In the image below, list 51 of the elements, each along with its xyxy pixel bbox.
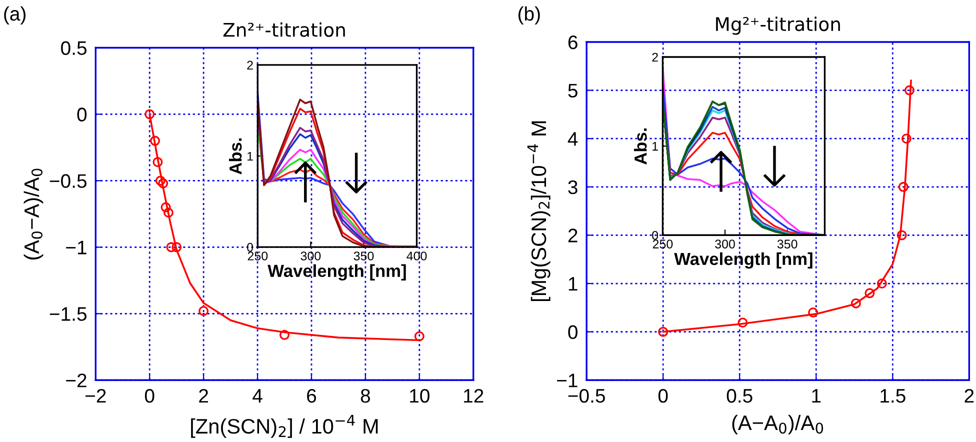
y-tick-label: 0.5 xyxy=(61,41,86,55)
y-tick-label: −1.5 xyxy=(50,307,86,321)
y-axis-title: Abs. xyxy=(228,138,242,174)
x-tick-label: 300 xyxy=(715,240,735,248)
x-axis-title: Wavelength [nm] xyxy=(674,252,812,269)
y-tick-label: 1 xyxy=(248,152,253,161)
x-tick-label: 0.5 xyxy=(726,388,752,403)
x-tick-label: −2 xyxy=(86,388,106,403)
x-tick-label: 400 xyxy=(406,252,427,260)
x-tick-label: 300 xyxy=(300,252,321,260)
x-tick-label: 6 xyxy=(307,388,316,403)
x-axis-title: (A−A$_{0}$)/A$_{0}$ xyxy=(732,414,824,434)
x-tick-label: 1.5 xyxy=(880,389,906,403)
x-tick-label: 2 xyxy=(199,388,208,403)
y-axis-title: Abs. xyxy=(634,128,647,164)
y-tick-label: 2 xyxy=(652,52,658,62)
y-tick-label: 2 xyxy=(247,60,253,70)
x-axis-title: [Zn(SCN)$_{2}$] / 10$^{−4}$ M xyxy=(191,414,378,438)
y-tick-label: −1 xyxy=(66,240,86,254)
y-tick-label: 1 xyxy=(652,142,658,151)
chart-title: Zn²⁺-titration xyxy=(223,22,345,37)
y-tick-label: 1 xyxy=(568,277,578,291)
y-tick-label: −2 xyxy=(66,374,86,388)
x-tick-label: 10 xyxy=(410,388,430,403)
y-tick-label: 0 xyxy=(652,230,658,240)
x-tick-label: 350 xyxy=(777,240,798,248)
x-tick-label: 2 xyxy=(964,388,974,403)
y-tick-label: 3 xyxy=(568,180,578,194)
y-tick-label: 4 xyxy=(568,132,578,146)
y-axis-title: (A$_{0}$−A)/A$_{0}$ xyxy=(24,168,44,260)
y-tick-label: 0 xyxy=(77,108,87,122)
x-tick-label: 12 xyxy=(464,388,484,403)
x-tick-label: 250 xyxy=(248,252,268,260)
y-tick-label: 6 xyxy=(568,35,578,50)
chart-title: Mg²⁺-titration xyxy=(716,16,840,35)
x-tick-label: 350 xyxy=(354,252,374,260)
y-tick-label: 5 xyxy=(568,84,578,98)
x-tick-label: 1 xyxy=(812,389,821,403)
y-tick-label: −1 xyxy=(557,374,578,388)
annotation: ↓ xyxy=(763,146,786,187)
x-tick-label: 8 xyxy=(360,388,370,403)
y-axis-title: [Mg(SCN)$_{2}$]/10$^{−4}$ M xyxy=(527,121,550,302)
text: (a) xyxy=(4,6,26,25)
x-axis-title: Wavelength [nm] xyxy=(268,264,406,281)
x-tick-label: 0 xyxy=(144,388,154,403)
annotation: ↑ xyxy=(710,151,732,192)
y-tick-label: 0 xyxy=(568,325,578,340)
y-tick-label: −0.5 xyxy=(50,174,86,188)
annotation: ↓ xyxy=(345,152,368,194)
text: (b) xyxy=(518,6,540,25)
x-tick-label: 250 xyxy=(652,240,673,248)
